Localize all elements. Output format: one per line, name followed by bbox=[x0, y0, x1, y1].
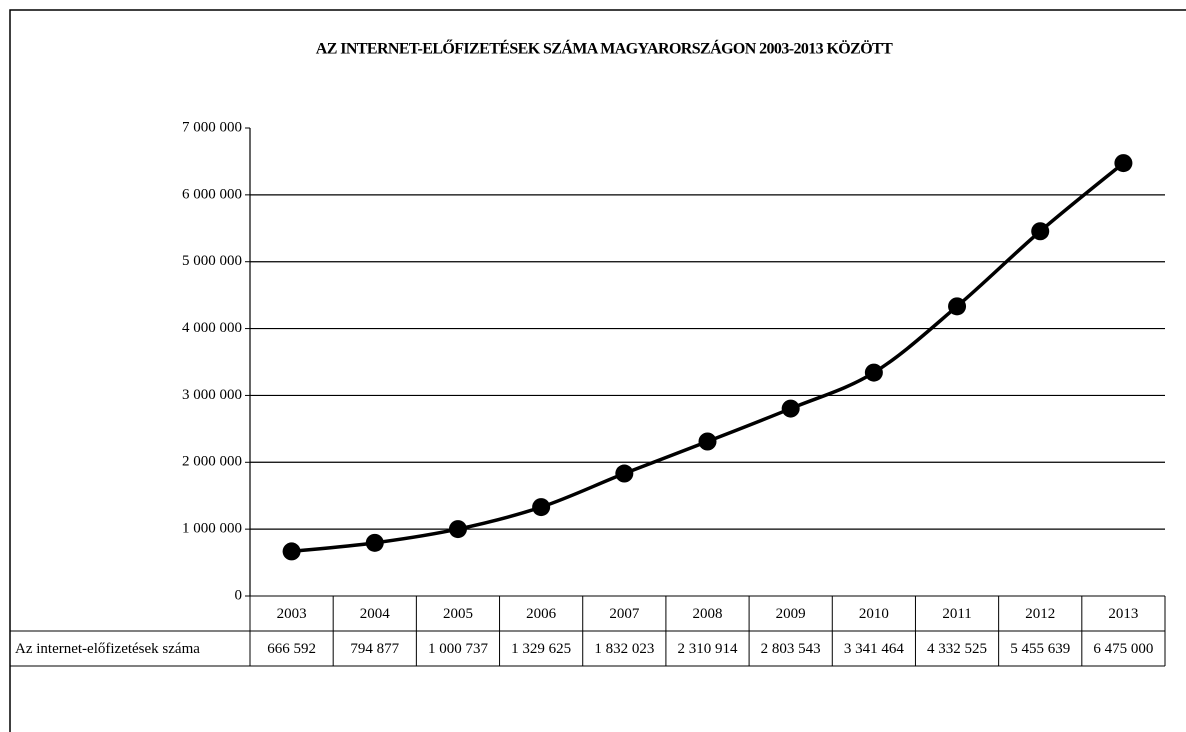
y-tick-label: 3 000 000 bbox=[182, 387, 242, 403]
data-point bbox=[948, 297, 967, 316]
data-point bbox=[864, 363, 883, 382]
data-point bbox=[532, 498, 551, 517]
data-point bbox=[448, 520, 467, 539]
y-tick-label: 0 bbox=[235, 587, 243, 603]
x-tick-label: 2004 bbox=[360, 606, 391, 622]
x-tick-label: 2013 bbox=[1108, 606, 1138, 622]
y-tick-label: 5 000 000 bbox=[182, 253, 242, 269]
table-value: 4 332 525 bbox=[927, 641, 987, 657]
table-value: 1 832 023 bbox=[594, 641, 654, 657]
y-tick-label: 7 000 000 bbox=[182, 119, 242, 135]
x-tick-label: 2012 bbox=[1025, 606, 1055, 622]
table-value: 1 000 737 bbox=[428, 641, 489, 657]
table-value: 1 329 625 bbox=[511, 641, 571, 657]
x-tick-label: 2007 bbox=[609, 606, 640, 622]
y-tick-label: 2 000 000 bbox=[182, 454, 242, 470]
data-point bbox=[781, 399, 800, 418]
legend-label: Az internet-előfizetések száma bbox=[15, 641, 200, 657]
table-value: 666 592 bbox=[267, 641, 316, 657]
data-point bbox=[1114, 154, 1133, 173]
table-value: 794 877 bbox=[350, 641, 399, 657]
x-tick-label: 2009 bbox=[776, 606, 806, 622]
x-tick-label: 2005 bbox=[443, 606, 473, 622]
chart-title: AZ INTERNET-ELŐFIZETÉSEK SZÁMA MAGYARORS… bbox=[316, 39, 893, 58]
table-grid bbox=[9, 595, 1166, 667]
table-value: 2 310 914 bbox=[678, 641, 739, 657]
y-tick-label: 1 000 000 bbox=[182, 521, 242, 537]
x-tick-label: 2010 bbox=[859, 606, 889, 622]
y-tick-label: 6 000 000 bbox=[182, 186, 242, 202]
table-value: 5 455 639 bbox=[1010, 641, 1070, 657]
data-point bbox=[615, 464, 634, 483]
data-point bbox=[282, 542, 301, 561]
table-value: 2 803 543 bbox=[761, 641, 821, 657]
table-value: 6 475 000 bbox=[1093, 641, 1153, 657]
x-tick-label: 2006 bbox=[526, 606, 557, 622]
data-line bbox=[291, 161, 1125, 554]
data-point bbox=[1031, 222, 1050, 241]
y-tick-label: 4 000 000 bbox=[182, 320, 242, 336]
data-point bbox=[365, 533, 384, 552]
data-point bbox=[698, 432, 717, 451]
x-tick-label: 2008 bbox=[693, 606, 723, 622]
x-tick-label: 2003 bbox=[277, 606, 307, 622]
chart-frame bbox=[9, 9, 1186, 732]
table-value: 3 341 464 bbox=[844, 641, 905, 657]
x-tick-label: 2011 bbox=[942, 606, 971, 622]
